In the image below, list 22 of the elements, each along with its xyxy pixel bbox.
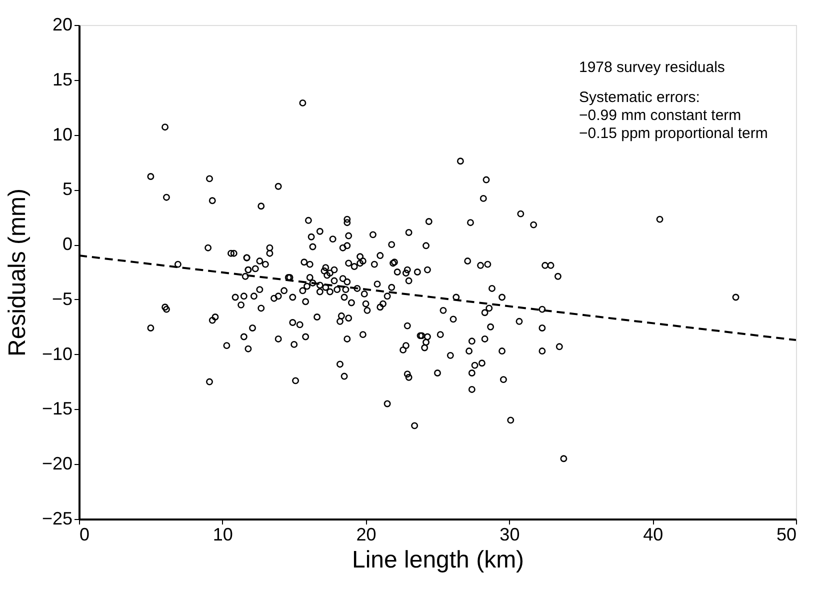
x-tick-label: 40 — [643, 524, 664, 544]
x-tick-label: 50 — [776, 524, 796, 544]
annotation: Systematic errors: — [579, 89, 700, 106]
annotation: −0.99 mm constant term — [579, 107, 742, 124]
y-tick-label: 5 — [62, 179, 72, 200]
y-tick-label: −10 — [42, 344, 72, 364]
x-axis-title: Line length (km) — [352, 546, 524, 574]
y-tick-label: −15 — [42, 398, 72, 419]
x-tick-label: 10 — [212, 524, 233, 544]
x-tick-label: 20 — [356, 524, 376, 544]
y-tick-label: −5 — [52, 288, 72, 309]
y-tick-label: 20 — [52, 14, 72, 34]
x-tick-label: 30 — [500, 524, 520, 544]
y-tick-label: 15 — [52, 69, 72, 90]
annotation: −0.15 ppm proportional term — [579, 125, 768, 142]
annotation: 1978 survey residuals — [579, 59, 725, 76]
y-axis-title: Residuals (mm) — [4, 188, 31, 357]
y-tick-label: −25 — [42, 508, 72, 528]
x-tick-label: 0 — [80, 524, 90, 544]
y-tick-label: 10 — [52, 124, 72, 144]
y-tick-label: −20 — [42, 454, 72, 474]
y-tick-label: 0 — [62, 234, 72, 254]
